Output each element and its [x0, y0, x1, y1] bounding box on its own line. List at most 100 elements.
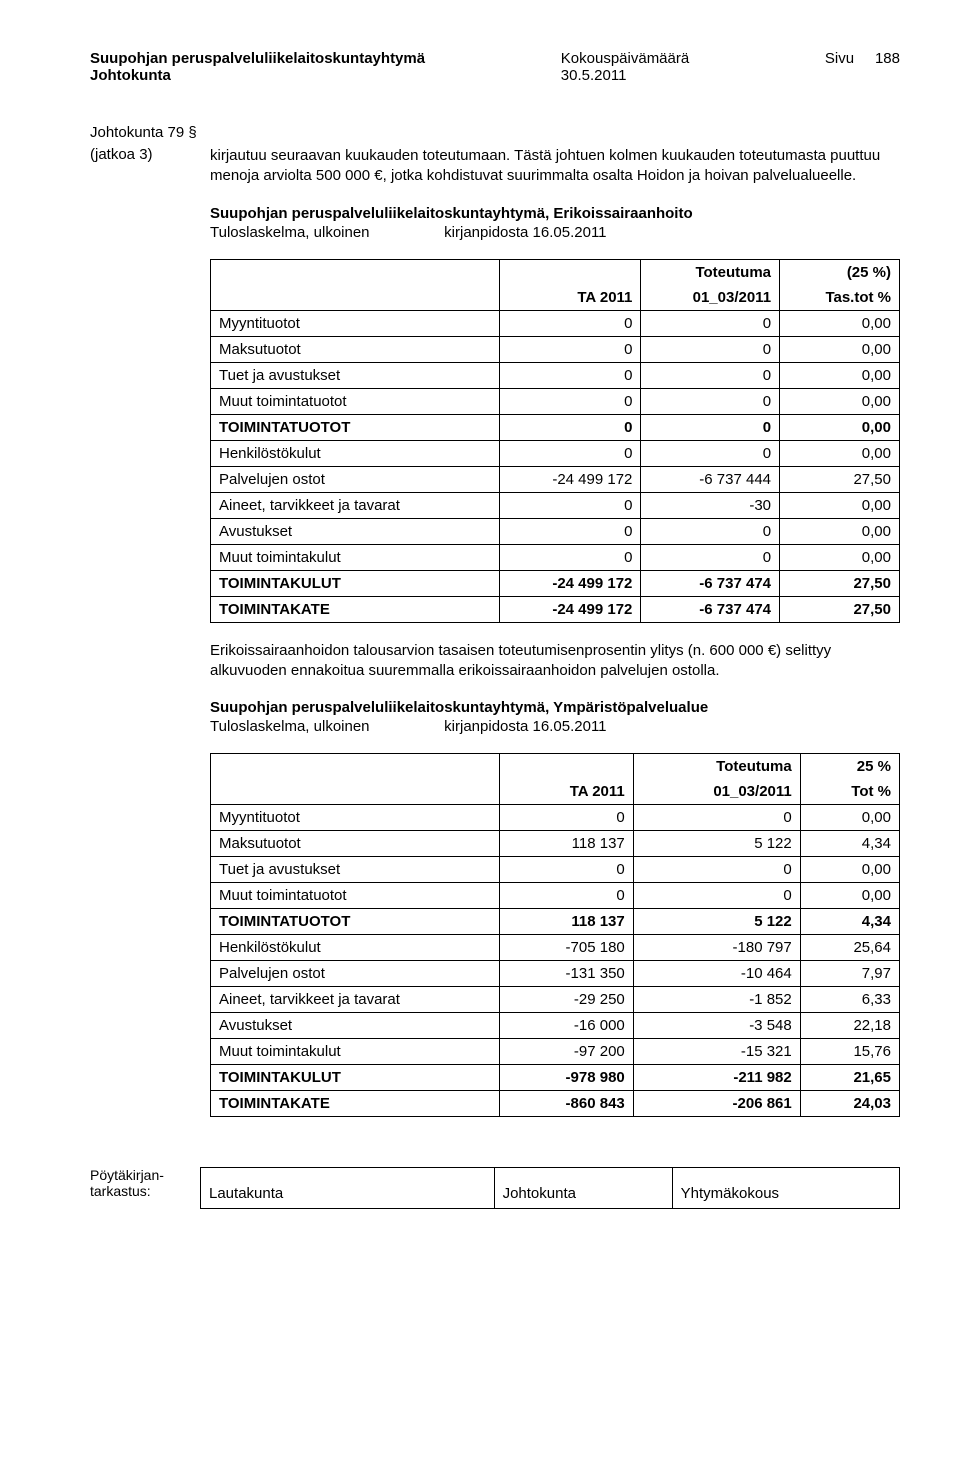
cell: 0 [500, 883, 633, 909]
cell: 0,00 [780, 492, 900, 518]
cell: -24 499 172 [500, 466, 641, 492]
cell: -180 797 [633, 935, 800, 961]
cell: 0 [633, 805, 800, 831]
row-label: Myyntituotot [211, 310, 500, 336]
row-label: Palvelujen ostot [211, 961, 500, 987]
header-date-label: Kokouspäivämäärä [561, 50, 689, 67]
row-label-bold: TOIMINTAKATE [211, 1091, 500, 1117]
cell: -6 737 474 [641, 596, 780, 622]
col-pct-bot: Tas.tot % [780, 285, 900, 311]
continuation-label: (jatkoa 3) [90, 146, 210, 163]
cell: -206 861 [633, 1091, 800, 1117]
table-erikoissairaanhoito: Toteutuma (25 %) TA 2011 01_03/2011 Tas.… [210, 259, 900, 623]
cell: 27,50 [780, 570, 900, 596]
row-label: Maksutuotot [211, 336, 500, 362]
cell: -3 548 [633, 1013, 800, 1039]
table2-sub-b: kirjanpidosta 16.05.2011 [444, 718, 606, 735]
table2-subtitle: Tuloslaskelma, ulkoinen kirjanpidosta 16… [210, 718, 900, 735]
col-pct-bot: Tot % [800, 779, 899, 805]
cell: 7,97 [800, 961, 899, 987]
cell: -978 980 [500, 1065, 633, 1091]
cell: 22,18 [800, 1013, 899, 1039]
cell: 0 [500, 388, 641, 414]
cell: 25,64 [800, 935, 899, 961]
row-label: Muut toimintatuotot [211, 388, 500, 414]
cell: 0 [633, 883, 800, 909]
cell: 0,00 [780, 336, 900, 362]
row-label: Myyntituotot [211, 805, 500, 831]
cell: 0,00 [800, 805, 899, 831]
cell: -24 499 172 [500, 570, 641, 596]
cell: 0 [500, 414, 641, 440]
cell: -1 852 [633, 987, 800, 1013]
row-label: Muut toimintakulut [211, 544, 500, 570]
cell: 0 [500, 310, 641, 336]
cell: 0 [500, 492, 641, 518]
page-header: Suupohjan peruspalveluliikelaitoskuntayh… [90, 50, 900, 84]
cell: 24,03 [800, 1091, 899, 1117]
mid-paragraph: Erikoissairaanhoidon talousarvion tasais… [210, 641, 900, 682]
col-ta2011: TA 2011 [500, 285, 641, 311]
cell: 0 [500, 544, 641, 570]
table-ymparisto: Toteutuma 25 % TA 2011 01_03/2011 Tot % … [210, 753, 900, 1117]
col-toteutuma-bot: 01_03/2011 [641, 285, 780, 311]
cell: -10 464 [633, 961, 800, 987]
row-label: Muut toimintakulut [211, 1039, 500, 1065]
cell: 5 122 [633, 909, 800, 935]
cell: 0,00 [780, 518, 900, 544]
cell: 0 [641, 362, 780, 388]
cell: 0 [641, 544, 780, 570]
cell: 0 [633, 857, 800, 883]
row-label: Tuet ja avustukset [211, 857, 500, 883]
cell: 118 137 [500, 909, 633, 935]
row-label-bold: TOIMINTATUOTOT [211, 909, 500, 935]
cell: 15,76 [800, 1039, 899, 1065]
col-pct-top: 25 % [800, 754, 899, 780]
cell: -97 200 [500, 1039, 633, 1065]
cell: 0 [641, 310, 780, 336]
row-label: Henkilöstökulut [211, 935, 500, 961]
table1-sub-a: Tuloslaskelma, ulkoinen [210, 224, 440, 241]
row-label: Maksutuotot [211, 831, 500, 857]
cell: 27,50 [780, 596, 900, 622]
row-label: Henkilöstökulut [211, 440, 500, 466]
col-pct-top: (25 %) [780, 259, 900, 285]
row-label: Avustukset [211, 1013, 500, 1039]
row-label: Aineet, tarvikkeet ja tavarat [211, 987, 500, 1013]
cell: -30 [641, 492, 780, 518]
cell: 0 [500, 336, 641, 362]
table1-title: Suupohjan peruspalveluliikelaitoskuntayh… [210, 205, 900, 222]
footer-label: Pöytäkirjan- tarkastus: [90, 1167, 200, 1199]
cell: 5 122 [633, 831, 800, 857]
table1-subtitle: Tuloslaskelma, ulkoinen kirjanpidosta 16… [210, 224, 900, 241]
cell: 0,00 [780, 362, 900, 388]
cell: 0,00 [780, 310, 900, 336]
footer: Pöytäkirjan- tarkastus: Lautakunta Johto… [90, 1167, 900, 1209]
cell: -860 843 [500, 1091, 633, 1117]
cell: 0 [500, 805, 633, 831]
col-toteutuma-bot: 01_03/2011 [633, 779, 800, 805]
cell: -29 250 [500, 987, 633, 1013]
table2-sub-a: Tuloslaskelma, ulkoinen [210, 718, 440, 735]
row-label-bold: TOIMINTAKULUT [211, 1065, 500, 1091]
footer-cell: Lautakunta [201, 1168, 495, 1209]
cell: 0 [500, 518, 641, 544]
footer-cell: Yhtymäkokous [672, 1168, 899, 1209]
cell: 118 137 [500, 831, 633, 857]
header-date: 30.5.2011 [561, 67, 689, 84]
cell: 4,34 [800, 909, 899, 935]
intro-paragraph: kirjautuu seuraavan kuukauden toteutumaa… [210, 146, 900, 187]
cell: -6 737 474 [641, 570, 780, 596]
cell: 27,50 [780, 466, 900, 492]
row-label-bold: TOIMINTAKULUT [211, 570, 500, 596]
row-label-bold: TOIMINTATUOTOT [211, 414, 500, 440]
col-toteutuma-top: Toteutuma [641, 259, 780, 285]
cell: 0,00 [800, 857, 899, 883]
cell: 6,33 [800, 987, 899, 1013]
cell: 0 [641, 414, 780, 440]
cell: -705 180 [500, 935, 633, 961]
col-ta2011: TA 2011 [500, 779, 633, 805]
header-org: Suupohjan peruspalveluliikelaitoskuntayh… [90, 50, 425, 67]
row-label: Aineet, tarvikkeet ja tavarat [211, 492, 500, 518]
table1-sub-b: kirjanpidosta 16.05.2011 [444, 224, 606, 241]
